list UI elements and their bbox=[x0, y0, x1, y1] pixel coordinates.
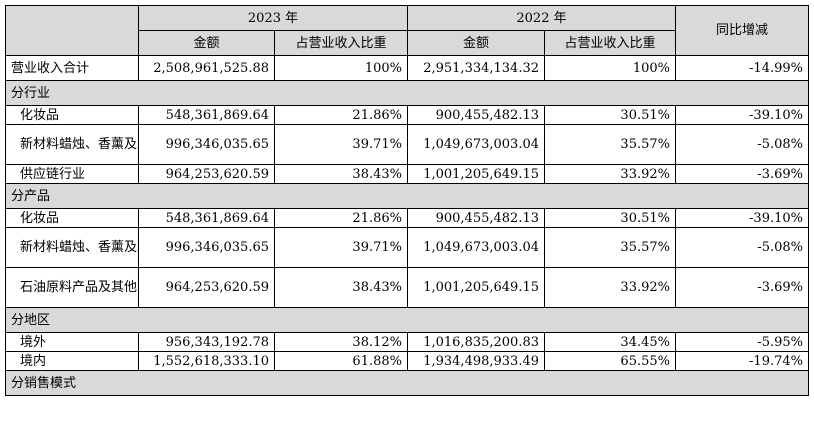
amount-2022: 900,455,482.13 bbox=[407, 105, 545, 125]
table-row: 新材料蜡烛、香薰及工艺品等 996,346,035.65 39.71% 1,04… bbox=[5, 227, 809, 268]
share-2022: 33.92% bbox=[544, 164, 676, 184]
header-2022: 2022 年 bbox=[407, 5, 676, 31]
amount-2023: 964,253,620.59 bbox=[138, 164, 275, 184]
share-2022: 34.45% bbox=[544, 332, 676, 352]
amount-2023: 548,361,869.64 bbox=[138, 208, 275, 228]
header-amount-2022: 金额 bbox=[407, 30, 545, 56]
table-row: 化妆品 548,361,869.64 21.86% 900,455,482.13… bbox=[5, 208, 809, 228]
yoy-change: -39.10% bbox=[675, 208, 809, 228]
share-2023: 61.88% bbox=[274, 351, 408, 371]
amount-2023: 996,346,035.65 bbox=[138, 124, 275, 165]
share-2023: 38.43% bbox=[274, 164, 408, 184]
total-yoy: -14.99% bbox=[675, 55, 809, 81]
revenue-breakdown-table: 2023 年 2022 年 同比增减 金额 占营业收入比重 金额 占营业收入比重… bbox=[5, 5, 809, 396]
table-row: 化妆品 548,361,869.64 21.86% 900,455,482.13… bbox=[5, 105, 809, 125]
section-header-row: 分销售模式 bbox=[5, 370, 809, 396]
row-label: 化妆品 bbox=[5, 208, 139, 228]
total-share-2023: 100% bbox=[274, 55, 408, 81]
yoy-change: -3.69% bbox=[675, 267, 809, 308]
share-2022: 30.51% bbox=[544, 208, 676, 228]
share-2023: 21.86% bbox=[274, 105, 408, 125]
total-amount-2022: 2,951,334,134.32 bbox=[407, 55, 545, 81]
header-2023: 2023 年 bbox=[138, 5, 408, 31]
share-2022: 35.57% bbox=[544, 124, 676, 165]
share-2022: 30.51% bbox=[544, 105, 676, 125]
share-2022: 33.92% bbox=[544, 267, 676, 308]
row-label: 境内 bbox=[5, 351, 139, 371]
header-amount-2023: 金额 bbox=[138, 30, 275, 56]
table-row: 新材料蜡烛、香薰及工艺品等 996,346,035.65 39.71% 1,04… bbox=[5, 124, 809, 165]
total-share-2022: 100% bbox=[544, 55, 676, 81]
total-label: 营业收入合计 bbox=[5, 55, 139, 81]
amount-2022: 1,016,835,200.83 bbox=[407, 332, 545, 352]
amount-2022: 900,455,482.13 bbox=[407, 208, 545, 228]
total-row: 营业收入合计 2,508,961,525.88 100% 2,951,334,1… bbox=[5, 55, 809, 81]
header-row-years: 2023 年 2022 年 同比增减 bbox=[5, 5, 809, 56]
row-label: 境外 bbox=[5, 332, 139, 352]
amount-2022: 1,934,498,933.49 bbox=[407, 351, 545, 371]
yoy-change: -19.74% bbox=[675, 351, 809, 371]
amount-2023: 1,552,618,333.10 bbox=[138, 351, 275, 371]
share-2022: 65.55% bbox=[544, 351, 676, 371]
section-title: 分销售模式 bbox=[5, 370, 809, 396]
amount-2022: 1,001,205,649.15 bbox=[407, 164, 545, 184]
section-title: 分产品 bbox=[5, 183, 809, 209]
yoy-change: -5.95% bbox=[675, 332, 809, 352]
row-label: 化妆品 bbox=[5, 105, 139, 125]
amount-2023: 964,253,620.59 bbox=[138, 267, 275, 308]
row-label: 石油原料产品及其他 bbox=[5, 267, 139, 308]
section-header-row: 分产品 bbox=[5, 183, 809, 209]
share-2023: 39.71% bbox=[274, 124, 408, 165]
yoy-change: -3.69% bbox=[675, 164, 809, 184]
header-share-2022: 占营业收入比重 bbox=[544, 30, 676, 56]
amount-2022: 1,049,673,003.04 bbox=[407, 227, 545, 268]
share-2022: 35.57% bbox=[544, 227, 676, 268]
amount-2023: 548,361,869.64 bbox=[138, 105, 275, 125]
row-label: 供应链行业 bbox=[5, 164, 139, 184]
header-yoy: 同比增减 bbox=[675, 5, 809, 56]
header-share-2023: 占营业收入比重 bbox=[274, 30, 408, 56]
amount-2023: 956,343,192.78 bbox=[138, 332, 275, 352]
header-row-metrics: 金额 占营业收入比重 金额 占营业收入比重 bbox=[6, 30, 809, 56]
table-row: 境外 956,343,192.78 38.12% 1,016,835,200.8… bbox=[5, 332, 809, 352]
share-2023: 38.43% bbox=[274, 267, 408, 308]
yoy-change: -5.08% bbox=[675, 124, 809, 165]
table-row: 石油原料产品及其他 964,253,620.59 38.43% 1,001,20… bbox=[5, 267, 809, 308]
section-header-row: 分行业 bbox=[5, 80, 809, 106]
share-2023: 38.12% bbox=[274, 332, 408, 352]
row-label: 新材料蜡烛、香薰及工艺品等 bbox=[5, 124, 139, 165]
table-row: 境内 1,552,618,333.10 61.88% 1,934,498,933… bbox=[5, 351, 809, 371]
amount-2022: 1,001,205,649.15 bbox=[407, 267, 545, 308]
section-header-row: 分地区 bbox=[5, 307, 809, 333]
total-amount-2023: 2,508,961,525.88 bbox=[138, 55, 275, 81]
header-blank-cell bbox=[5, 5, 139, 56]
section-title: 分行业 bbox=[5, 80, 809, 106]
yoy-change: -5.08% bbox=[675, 227, 809, 268]
share-2023: 39.71% bbox=[274, 227, 408, 268]
amount-2022: 1,049,673,003.04 bbox=[407, 124, 545, 165]
amount-2023: 996,346,035.65 bbox=[138, 227, 275, 268]
share-2023: 21.86% bbox=[274, 208, 408, 228]
section-title: 分地区 bbox=[5, 307, 809, 333]
row-label: 新材料蜡烛、香薰及工艺品等 bbox=[5, 227, 139, 268]
yoy-change: -39.10% bbox=[675, 105, 809, 125]
table-row: 供应链行业 964,253,620.59 38.43% 1,001,205,64… bbox=[5, 164, 809, 184]
